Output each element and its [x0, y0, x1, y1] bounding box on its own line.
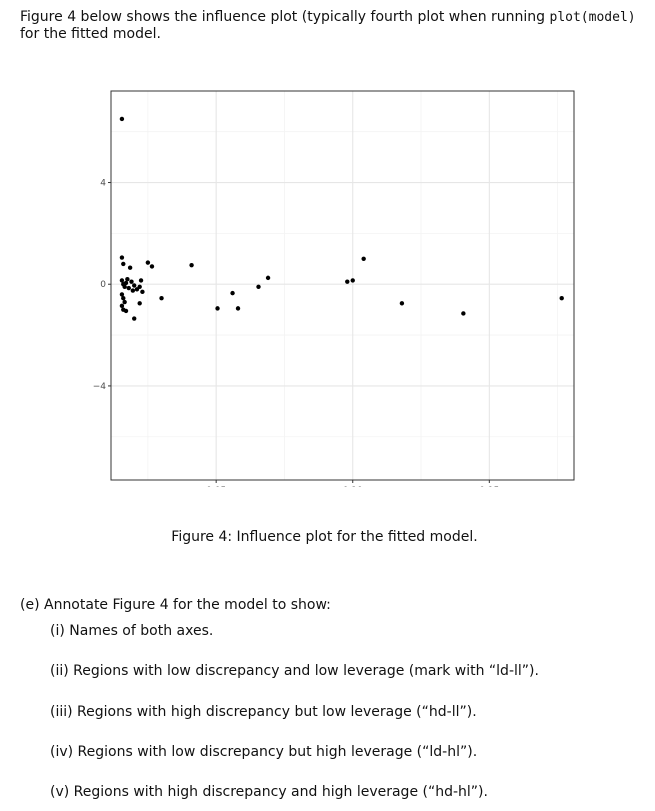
data-point — [149, 264, 155, 269]
data-point — [132, 283, 137, 288]
question-item-iii: (iii) Regions with high discrepancy but … — [50, 704, 477, 720]
data-point — [121, 296, 126, 301]
x-tick-label: 0.15 — [479, 486, 499, 487]
data-point — [235, 306, 241, 311]
data-point — [125, 276, 130, 282]
x-tick-label: 0.10 — [343, 486, 363, 487]
data-point — [345, 279, 350, 284]
plot-panel-border — [110, 90, 575, 481]
data-point — [119, 116, 125, 122]
data-point — [126, 285, 131, 291]
data-point — [123, 308, 129, 314]
data-point — [122, 299, 127, 305]
data-point — [399, 301, 405, 306]
intro-code: plot(model) — [549, 10, 636, 25]
data-point — [350, 278, 355, 283]
data-point — [215, 306, 220, 311]
data-point — [127, 265, 133, 270]
data-point — [189, 262, 194, 268]
data-point — [130, 288, 136, 293]
data-point — [119, 255, 125, 260]
data-point — [138, 278, 144, 283]
data-point — [119, 303, 125, 309]
data-point — [123, 280, 129, 286]
data-point — [122, 284, 127, 289]
plot-axes: 0.05 0.10 0.15 −4 0 4 — [93, 179, 500, 487]
plot-points — [119, 116, 564, 321]
plot-grid — [111, 91, 574, 480]
data-point — [137, 284, 142, 289]
data-point — [230, 290, 235, 296]
y-tick-label: 0 — [100, 280, 106, 290]
question-item-iv: (iv) Regions with low discrepancy but hi… — [50, 744, 478, 760]
data-point — [265, 275, 271, 281]
data-point — [137, 301, 142, 306]
data-point — [129, 279, 134, 284]
data-point — [140, 289, 145, 295]
data-point — [461, 311, 466, 316]
figure-caption: Figure 4: Influence plot for the fitted … — [171, 529, 478, 545]
question-item-i: (i) Names of both axes. — [50, 623, 214, 639]
intro-text: Figure 4 below shows the influence plot … — [20, 9, 550, 25]
intro-paragraph: Figure 4 below shows the influence plot … — [20, 9, 650, 43]
data-point — [559, 296, 564, 301]
data-point — [145, 260, 151, 265]
data-point — [132, 316, 137, 321]
y-tick-label: 4 — [100, 179, 106, 189]
question-heading: (e) Annotate Figure 4 for the model to s… — [20, 597, 331, 613]
data-point — [119, 292, 125, 297]
question-item-v: (v) Regions with high discrepancy and hi… — [50, 784, 488, 800]
influence-plot: 0.05 0.10 0.15 −4 0 4 — [93, 90, 575, 487]
data-point — [119, 278, 125, 283]
question-item-ii: (ii) Regions with low discrepancy and lo… — [50, 663, 539, 679]
intro-text-end: for the fitted model. — [20, 26, 161, 42]
data-point — [361, 256, 366, 262]
data-point — [121, 261, 126, 267]
x-tick-label: 0.05 — [206, 486, 226, 487]
data-point — [256, 284, 261, 289]
y-tick-label: −4 — [93, 382, 107, 392]
data-point — [159, 296, 164, 301]
